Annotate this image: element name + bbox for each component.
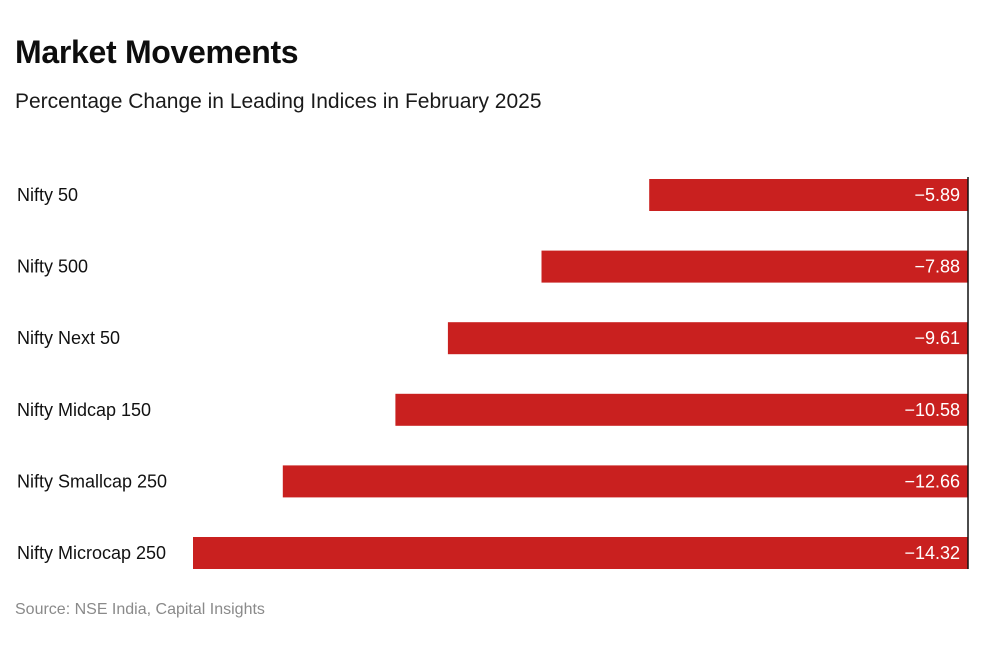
- bar-chart: Nifty 50 −5.89 Nifty 500 −7.88 Nifty Next 50…: [17, 177, 969, 569]
- value-label: −5.89: [914, 185, 960, 205]
- value-label: −14.32: [904, 543, 960, 563]
- bar: [395, 393, 968, 426]
- category-label: Nifty 500: [17, 257, 88, 277]
- category-label: Nifty 50: [17, 185, 78, 205]
- bar: [447, 322, 968, 355]
- bar: [193, 537, 968, 569]
- category-label: Nifty Next 50: [17, 328, 120, 348]
- category-label: Nifty Microcap 250: [17, 543, 166, 563]
- category-label: Nifty Midcap 150: [17, 400, 151, 420]
- chart-subtitle: Percentage Change in Leading Indices in …: [15, 90, 542, 113]
- source-note: Source: NSE India, Capital Insights: [15, 601, 265, 618]
- value-label: −10.58: [904, 400, 960, 420]
- value-label: −12.66: [904, 471, 960, 491]
- bar: [282, 465, 968, 498]
- bar: [649, 179, 968, 211]
- chart-title: Market Movements: [15, 34, 299, 70]
- bar: [541, 250, 968, 283]
- category-label: Nifty Smallcap 250: [17, 471, 167, 491]
- value-label: −9.61: [914, 328, 960, 348]
- value-label: −7.88: [914, 257, 960, 277]
